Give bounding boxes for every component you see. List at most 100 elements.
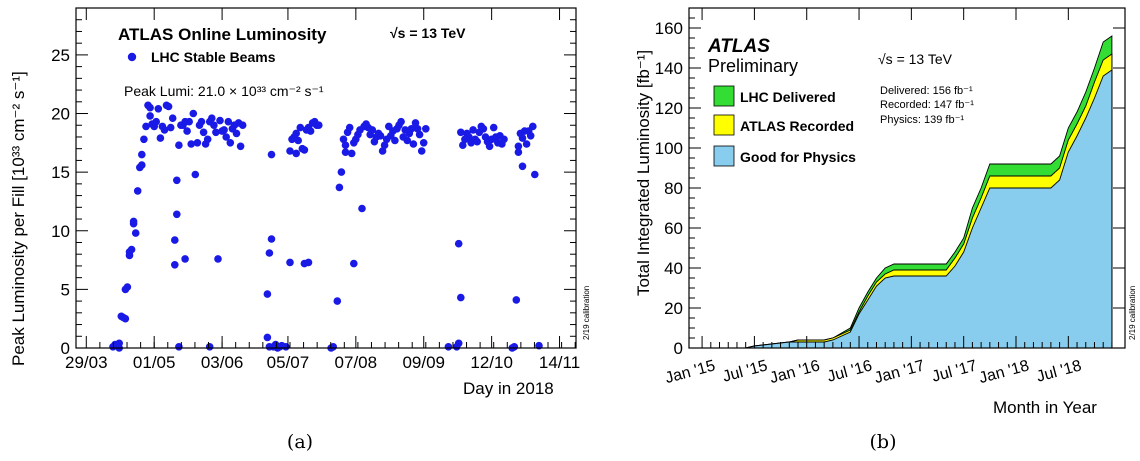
- a-data-point: [286, 258, 294, 267]
- a-data-point: [514, 148, 523, 156]
- b-y-tick-label: 120: [655, 99, 683, 118]
- a-data-point: [306, 127, 315, 135]
- a-data-point: [164, 102, 173, 111]
- a-data-point: [378, 147, 387, 155]
- a-data-point: [199, 128, 208, 137]
- b-legend-swatch-recorded: [713, 114, 735, 136]
- a-y-tick-label: 15: [51, 163, 70, 182]
- a-data-point: [292, 149, 301, 158]
- a-data-point: [391, 136, 399, 145]
- a-data-point: [411, 119, 420, 127]
- a-data-point: [457, 293, 465, 302]
- b-legend-swatch-delivered: [713, 85, 735, 107]
- a-y-tick-label: 5: [61, 280, 70, 299]
- a-data-point: [185, 117, 193, 126]
- a-legend-marker: [127, 52, 137, 62]
- b-x-tick-label: Jul '17: [930, 357, 979, 385]
- a-data-point: [263, 333, 272, 342]
- a-data-point: [479, 125, 488, 133]
- a-y-tick-label: 20: [51, 105, 70, 124]
- a-data-point: [138, 150, 146, 159]
- a-x-tick-label: 09/09: [402, 353, 445, 372]
- a-data-point: [220, 126, 228, 134]
- a-data-point: [526, 132, 535, 140]
- a-data-point: [181, 255, 189, 263]
- a-data-point: [294, 136, 303, 145]
- a-data-point: [512, 296, 521, 304]
- a-data-point: [208, 114, 216, 122]
- a-data-point: [189, 109, 198, 118]
- a-data-point: [212, 128, 220, 137]
- a-data-point: [173, 176, 181, 185]
- b-legend-label-recorded: ATLAS Recorded: [740, 118, 854, 134]
- a-data-point: [214, 255, 222, 263]
- a-data-point: [121, 314, 130, 323]
- b-y-tick-label: 80: [664, 179, 683, 198]
- a-data-point: [183, 127, 191, 135]
- a-data-point: [350, 259, 358, 268]
- a-data-point: [282, 343, 290, 351]
- b-legend-label-physics: Good for Physics: [740, 149, 856, 165]
- a-data-point: [210, 121, 218, 129]
- a-peak-label: Peak Lumi: 21.0 × 10³³ cm⁻² s⁻¹: [124, 83, 324, 99]
- a-data-point: [175, 343, 183, 351]
- a-x-axis-label: Day in 2018: [463, 379, 554, 398]
- a-data-point: [193, 139, 202, 147]
- b-stacked-areas: [702, 35, 1113, 349]
- a-data-point: [222, 133, 230, 141]
- a-data-point: [267, 235, 276, 243]
- a-data-point: [205, 343, 214, 351]
- a-data-point: [300, 146, 309, 154]
- a-data-point: [216, 116, 224, 125]
- a-data-point: [514, 142, 523, 151]
- a-data-point: [500, 135, 508, 144]
- b-legend-label-delivered: LHC Delivered: [740, 89, 836, 105]
- a-data-point: [333, 297, 342, 305]
- a-data-point: [465, 133, 473, 141]
- a-data-point: [197, 117, 206, 126]
- b-total-physics: Physics: 139 fb⁻¹: [880, 114, 964, 126]
- a-x-tick-label: 12/10: [470, 353, 513, 372]
- b-x-axis-label: Month in Year: [993, 398, 1097, 417]
- a-x-tick-label: 01/05: [133, 353, 176, 372]
- a-data-point: [238, 121, 247, 129]
- a-data-point: [413, 125, 422, 133]
- a-data-point: [522, 140, 531, 148]
- a-data-point: [337, 168, 346, 176]
- a-data-point: [422, 125, 430, 133]
- b-experiment-label: ATLAS: [707, 36, 770, 57]
- a-data-point: [376, 132, 385, 140]
- b-area-physics: [702, 69, 1113, 349]
- a-data-point: [485, 142, 494, 151]
- a-data-point: [133, 187, 142, 195]
- a-data-point: [315, 121, 323, 129]
- a-data-point: [191, 170, 200, 179]
- b-y-tick-label: 0: [674, 339, 683, 358]
- a-data-point: [152, 117, 160, 126]
- a-data-point: [407, 125, 416, 133]
- b-y-tick-label: 100: [655, 139, 683, 158]
- a-data-point: [444, 343, 453, 351]
- a-data-point: [171, 261, 179, 269]
- a-data-point: [531, 170, 539, 179]
- a-data-point: [454, 239, 463, 248]
- b-y-tick-label: 20: [664, 299, 683, 318]
- a-data-point: [329, 343, 338, 351]
- b-energy-label: √s = 13 TeV: [878, 51, 953, 67]
- b-x-tick-label: Jul '16: [825, 357, 874, 385]
- panel-b-caption: (b): [870, 431, 897, 453]
- b-x-tick-label: Jan '18: [977, 357, 1031, 387]
- a-data-point: [156, 134, 165, 142]
- a-data-point: [224, 117, 233, 126]
- a-data-point: [529, 122, 537, 131]
- a-data-point: [397, 117, 405, 126]
- a-y-axis-label: Peak Luminosity per Fill [10³³ cm⁻² s⁻¹]: [9, 71, 28, 366]
- a-data-point: [345, 123, 354, 132]
- a-data-point: [263, 290, 272, 298]
- panel-a-caption: (a): [287, 431, 313, 453]
- b-y-tick-label: 60: [664, 219, 683, 238]
- a-x-tick-label: 05/07: [267, 353, 310, 372]
- b-total-recorded: Recorded: 147 fb⁻¹: [880, 99, 974, 111]
- a-data-point: [347, 149, 356, 158]
